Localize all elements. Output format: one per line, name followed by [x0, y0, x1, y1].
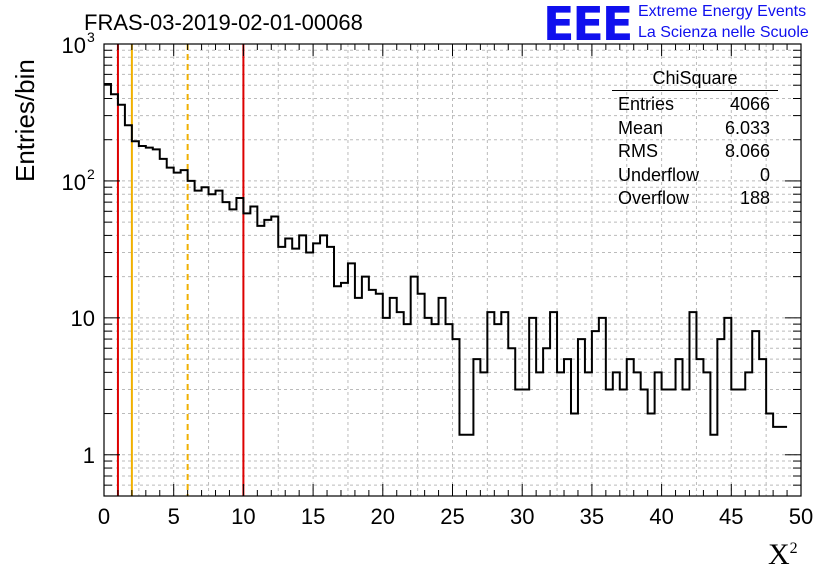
logo-tagline-1: Extreme Energy Events [638, 3, 807, 20]
eee-logo: EEE [543, 0, 633, 51]
stats-row-underflow: Underflow 0 [612, 164, 778, 188]
stats-value: 8.066 [724, 141, 770, 161]
x-axis-label-exp: 2 [789, 540, 798, 557]
y-tick-label-exp: 3 [87, 29, 95, 45]
stats-value: 188 [739, 188, 770, 208]
stats-value: 4066 [729, 94, 770, 114]
x-tick-label: 25 [440, 504, 464, 529]
logo-tagline-2: La Scienza nelle Scuole [638, 24, 809, 41]
x-tick-label: 20 [371, 504, 395, 529]
x-tick-label: 35 [580, 504, 604, 529]
x-tick-label: 5 [168, 504, 180, 529]
stats-value: 0 [759, 164, 770, 185]
y-tick-label: 10 [62, 33, 86, 58]
axis-ticks [103, 43, 802, 497]
stats-row-overflow: Overflow 188 [612, 187, 778, 211]
y-tick-label: 1 [83, 443, 95, 468]
x-tick-label: 50 [789, 504, 813, 529]
x-axis-label: X2 [768, 538, 798, 572]
histogram-series [104, 83, 788, 436]
stats-value: 6.033 [724, 117, 770, 138]
x-tick-label: 40 [649, 504, 673, 529]
x-tick-label: 45 [719, 504, 743, 529]
stats-label: Mean [618, 117, 664, 138]
stats-box: ChiSquare Entries 4066 Mean 6.033 RMS 8.066… [612, 68, 778, 211]
x-tick-label: 10 [231, 504, 255, 529]
chart-title: FRAS-03-2019-02-01-00068 [84, 10, 363, 35]
y-axis-label: Entries/bin [10, 59, 40, 182]
stats-row-mean: Mean 6.033 [612, 117, 778, 141]
stats-label: RMS [618, 141, 658, 161]
x-tick-label: 0 [98, 504, 110, 529]
stats-label: Entries [618, 94, 675, 114]
y-tick-label-exp: 2 [87, 166, 95, 182]
reference-lines [116, 44, 245, 496]
stats-title: ChiSquare [612, 68, 778, 91]
stats-row-rms: RMS 8.066 [612, 140, 778, 164]
x-tick-label: 15 [301, 504, 325, 529]
stats-row-entries: Entries 4066 [612, 93, 778, 117]
y-tick-label: 10 [71, 306, 95, 331]
y-tick-label: 10 [62, 170, 86, 195]
x-axis-label-base: X [768, 538, 790, 571]
stats-label: Underflow [618, 164, 700, 185]
stats-label: Overflow [618, 188, 690, 208]
grid-layer [104, 44, 801, 496]
x-tick-label: 30 [510, 504, 534, 529]
